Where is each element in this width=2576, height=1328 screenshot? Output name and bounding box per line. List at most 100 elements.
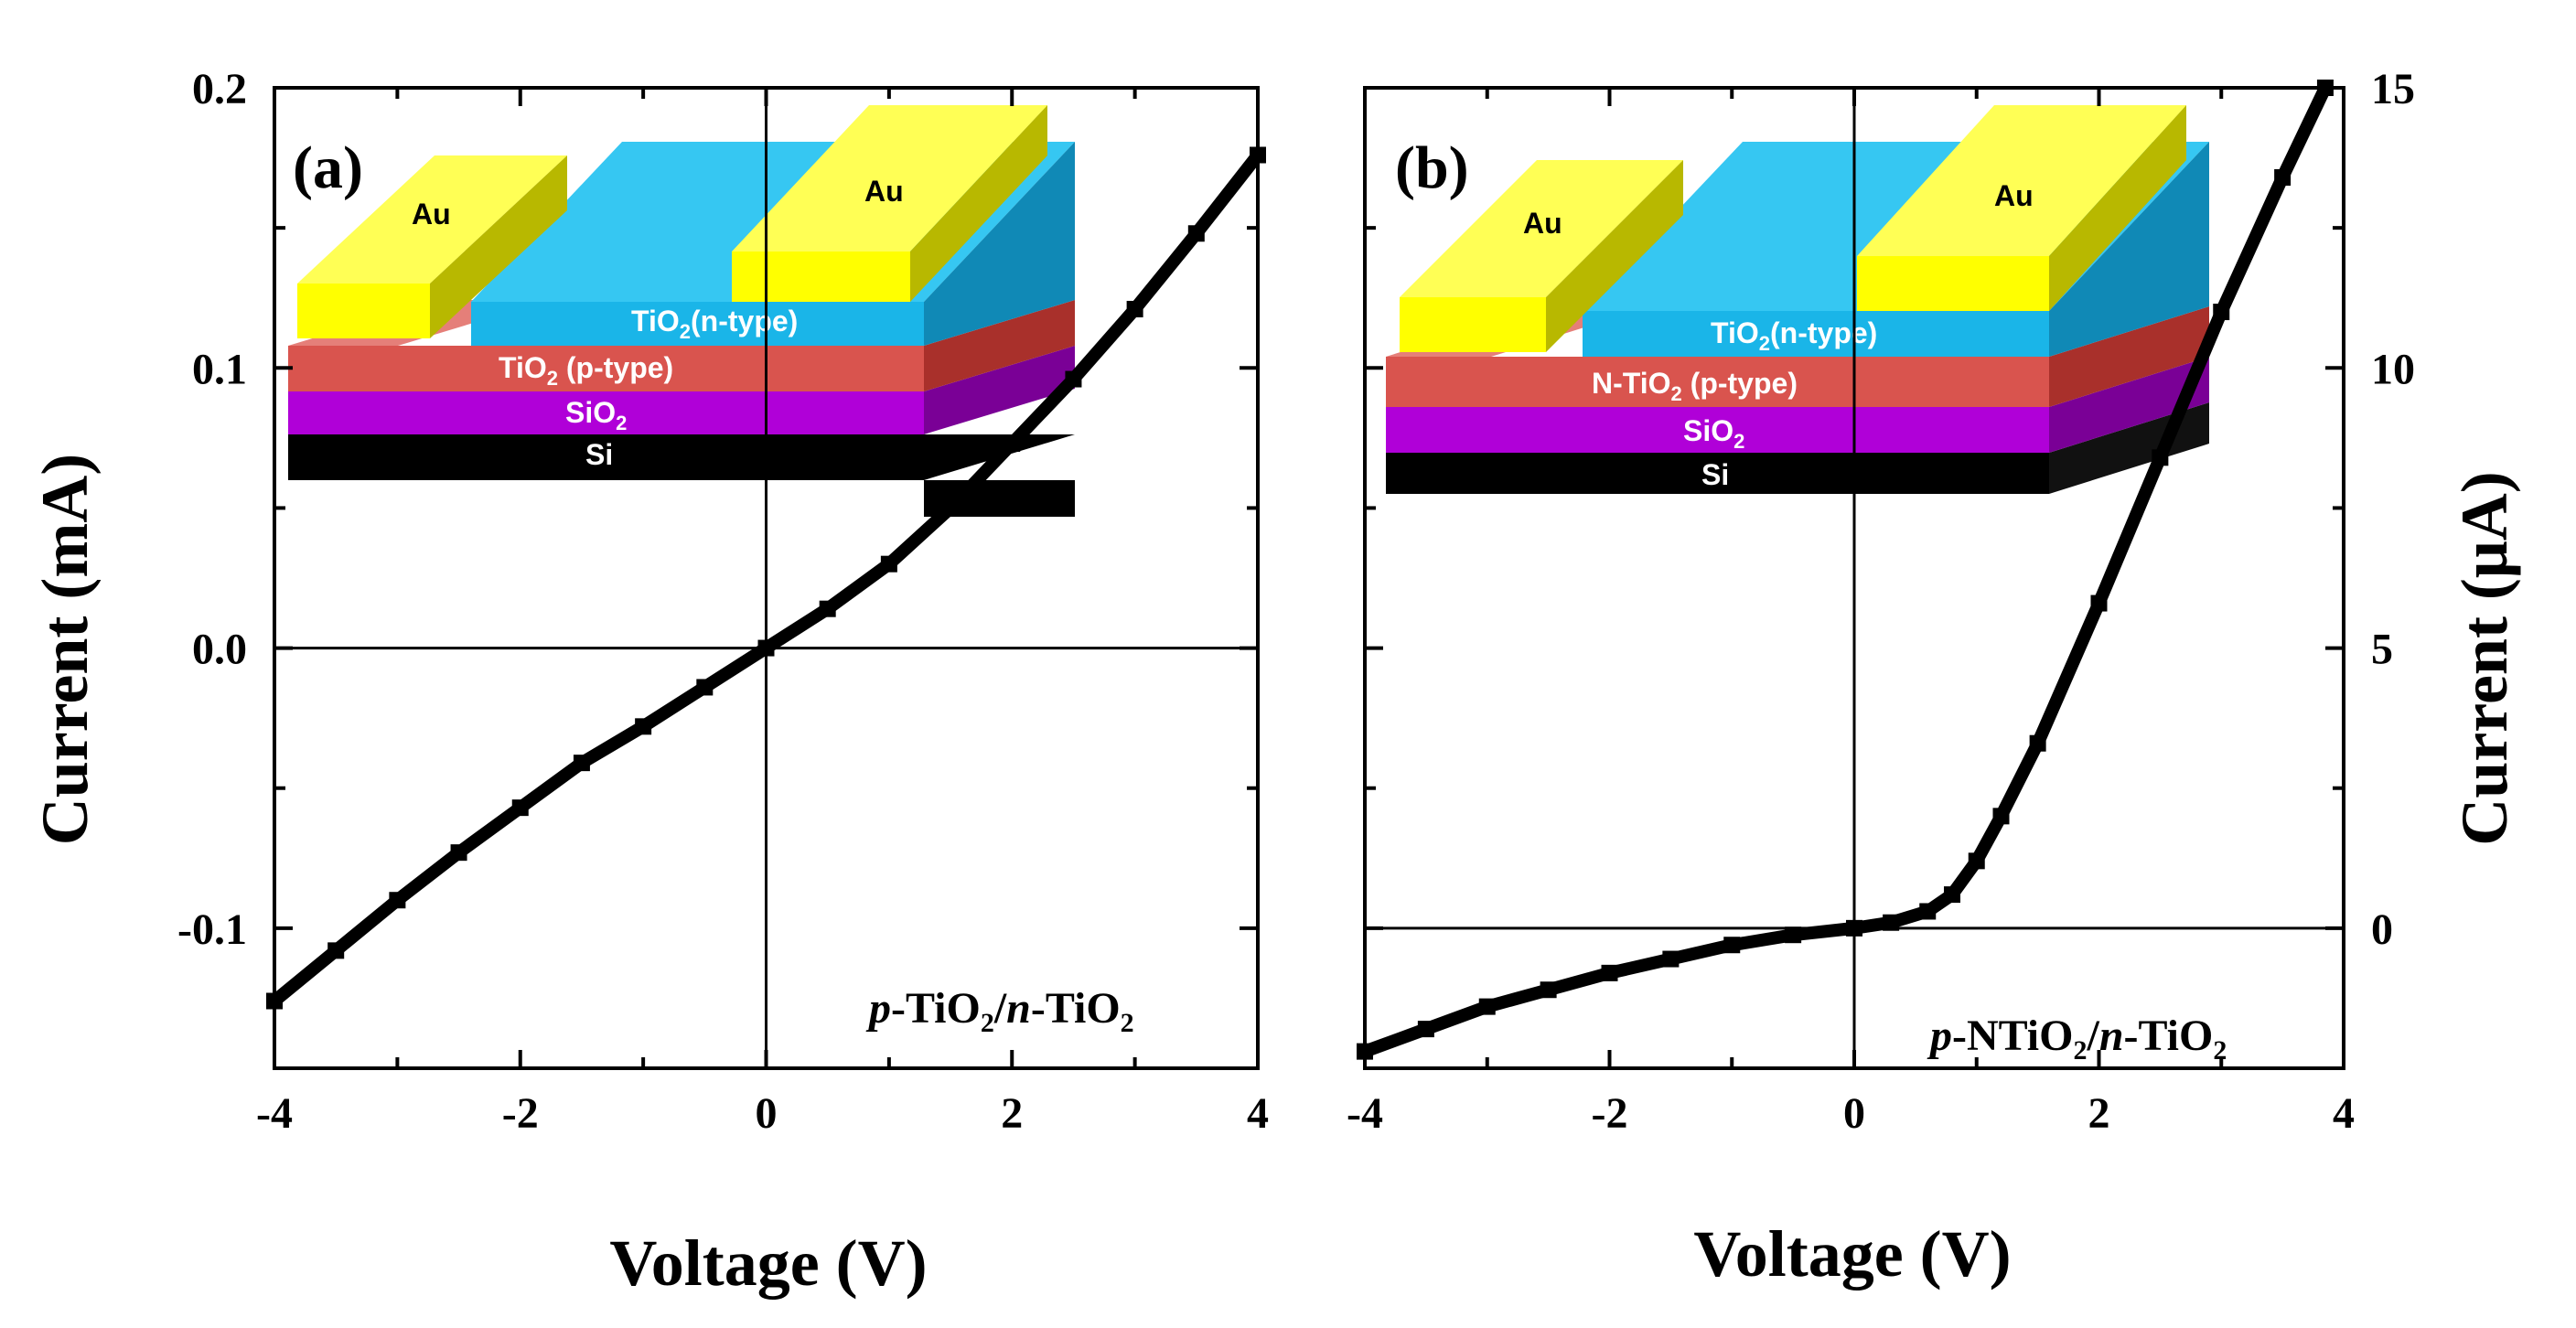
panel-a-p-label: TiO2 (p-type)	[499, 351, 673, 390]
panel-b-annotation-a: -NTiO	[1952, 1012, 2073, 1060]
panel-b-annotation-n: n	[2099, 1012, 2124, 1060]
panel-a-data-point	[880, 555, 897, 573]
panel-b-x-tick-label: -4	[1347, 1089, 1383, 1138]
panel-a-inset-schematic: Au Au TiO2(n-type) TiO2 (p-type) SiO2 Si	[288, 105, 1075, 517]
panel-b-data-point	[1540, 981, 1557, 999]
panel-a-sio2-side	[924, 346, 1075, 434]
panel-b-p-label: N-TiO2 (p-type)	[1592, 367, 1798, 405]
panel-b-sio2-label-sub: 2	[1733, 430, 1744, 453]
panel-b-y-tick-label: 10	[2371, 345, 2415, 393]
panel-b-annotation-p: p	[1927, 1012, 1952, 1060]
panel-b-annotation-sub1: 2	[2073, 1035, 2087, 1066]
panel-b-sio2-layer	[1386, 407, 2049, 453]
panel-a-sio2-label: SiO2	[565, 396, 627, 434]
panel-b-x-tick-label: 0	[1843, 1089, 1865, 1138]
panel-b-data-point	[1883, 914, 1900, 931]
panel-a-data-point	[1187, 225, 1205, 242]
panel-b-au-right-label: Au	[1994, 179, 2034, 212]
panel-b-y-tick-label: 0	[2371, 905, 2393, 954]
panel-b-chart: Au Au TiO2(n-type) N-TiO2 (p-type) SiO2 …	[1347, 65, 2521, 1291]
panel-a-au-left-label: Au	[412, 198, 451, 230]
panel-a-data-point	[1065, 370, 1082, 388]
panel-a-p-side	[924, 300, 1075, 391]
panel-b-n-side	[2049, 142, 2209, 357]
panel-a-n-label: TiO2(n-type)	[631, 305, 798, 343]
panel-a-x-tick-label: 4	[1247, 1089, 1269, 1138]
panel-a-data-point	[819, 600, 836, 617]
panel-b-y-tick-label: 15	[2371, 65, 2415, 113]
panel-b-y-tick-label: 5	[2371, 626, 2393, 674]
panel-b-x-tick-label: 2	[2088, 1089, 2110, 1138]
panel-a-y-tick-label: 0.0	[192, 626, 247, 674]
panel-a-annotation-a: -TiO	[891, 984, 981, 1033]
panel-b-au-left-label: Au	[1523, 207, 1562, 240]
panel-a-annotation-sub1: 2	[981, 1008, 994, 1038]
panel-a-au-left-side	[430, 155, 567, 338]
panel-b-data-point	[1992, 808, 2010, 825]
panel-b-data-point	[2029, 734, 2046, 752]
panel-a-data-point	[696, 679, 714, 696]
panel-b-n-front	[1583, 311, 2049, 357]
panel-b-tag: (b)	[1395, 134, 1469, 201]
panel-a-data-point	[1004, 434, 1021, 452]
panel-a-data-point	[1126, 300, 1143, 317]
panel-a-annotation-b: -TiO	[1031, 984, 1121, 1033]
panel-a-au-left-top	[297, 155, 567, 284]
panel-b-n-label-main: TiO	[1711, 316, 1759, 349]
panel-a-au-right-top	[732, 105, 1047, 252]
panel-a-data-point	[450, 844, 467, 862]
panel-b-au-left-side	[1546, 160, 1683, 352]
panel-a-annotation-n: n	[1006, 984, 1031, 1033]
panel-b-n-label-sub: 2	[1759, 332, 1770, 355]
panel-a-sio2-layer	[288, 391, 924, 434]
panel-a-axes: -4 -2 0 2 4 -0.1 0.0 0.1 0.2	[177, 65, 1269, 1138]
panel-b-data-point	[1968, 852, 1985, 870]
panel-a-y-tick-label: 0.2	[192, 65, 247, 113]
panel-b-au-right-front	[1857, 256, 2049, 311]
panel-a-au-right-side	[910, 105, 1047, 302]
panel-b-data-point	[1919, 903, 1937, 920]
panel-b-au-right-side	[2049, 105, 2186, 311]
panel-b-sio2-label: SiO2	[1683, 414, 1744, 453]
panel-a-data-point	[389, 892, 406, 909]
panel-a-x-tick-label: 2	[1001, 1089, 1023, 1138]
panel-b-p-side	[2049, 306, 2209, 407]
panel-a-chart: Au Au TiO2(n-type) TiO2 (p-type) SiO2 Si…	[28, 65, 1269, 1300]
panel-b-annotation-slash: /	[2086, 1012, 2099, 1060]
panel-b-inset-schematic: Au Au TiO2(n-type) N-TiO2 (p-type) SiO2 …	[1386, 105, 2209, 494]
panel-b-si-front	[1386, 453, 2049, 494]
panel-a-annotation-slash: /	[993, 984, 1007, 1033]
panel-a-data-point	[327, 942, 345, 959]
panel-a-xlabel: Voltage (V)	[609, 1226, 927, 1300]
panel-b-p-label-main: N-TiO	[1592, 367, 1671, 400]
panel-a-x-tick-label: -4	[256, 1089, 293, 1138]
panel-a-au-right-label: Au	[864, 175, 904, 208]
panel-a-si-front	[288, 434, 924, 476]
panel-b-sio2-label-main: SiO	[1683, 414, 1733, 447]
panel-b-si-label: Si	[1701, 458, 1729, 491]
panel-b-p-label-rest: (p-type)	[1682, 367, 1798, 400]
panel-a-annotation-p: p	[865, 984, 891, 1033]
panel-a-si-label: Si	[585, 438, 613, 471]
panel-a-tag: (a)	[293, 134, 363, 201]
panel-b-x-tick-label: -2	[1592, 1089, 1628, 1138]
panel-b-annotation: p-NTiO2/n-TiO2	[1927, 1012, 2227, 1066]
panel-b-series-line	[1362, 84, 2332, 1058]
panel-b-data-point	[2274, 169, 2292, 187]
panel-a-sio2-label-main: SiO	[565, 396, 616, 429]
panel-a-au-right-front	[732, 252, 910, 302]
panel-b-data-point	[1478, 998, 1496, 1015]
panel-a-data-point	[511, 799, 529, 817]
panel-b-sio2-side	[2049, 357, 2209, 453]
panel-a-x-tick-label: -2	[502, 1089, 539, 1138]
panel-a-n-label-main: TiO	[631, 305, 680, 337]
panel-b-au-left-front	[1400, 297, 1546, 352]
panel-b-x-tick-label: 4	[2333, 1089, 2355, 1138]
panel-a-y-tick-label: 0.1	[192, 345, 247, 393]
panel-a-n-front	[471, 302, 924, 346]
panel-b-p-label-sub: 2	[1671, 382, 1682, 405]
panel-b-data-point	[1662, 950, 1680, 968]
panel-b-n-label: TiO2(n-type)	[1711, 316, 1877, 355]
panel-b-annotation-b: -TiO	[2124, 1012, 2214, 1060]
